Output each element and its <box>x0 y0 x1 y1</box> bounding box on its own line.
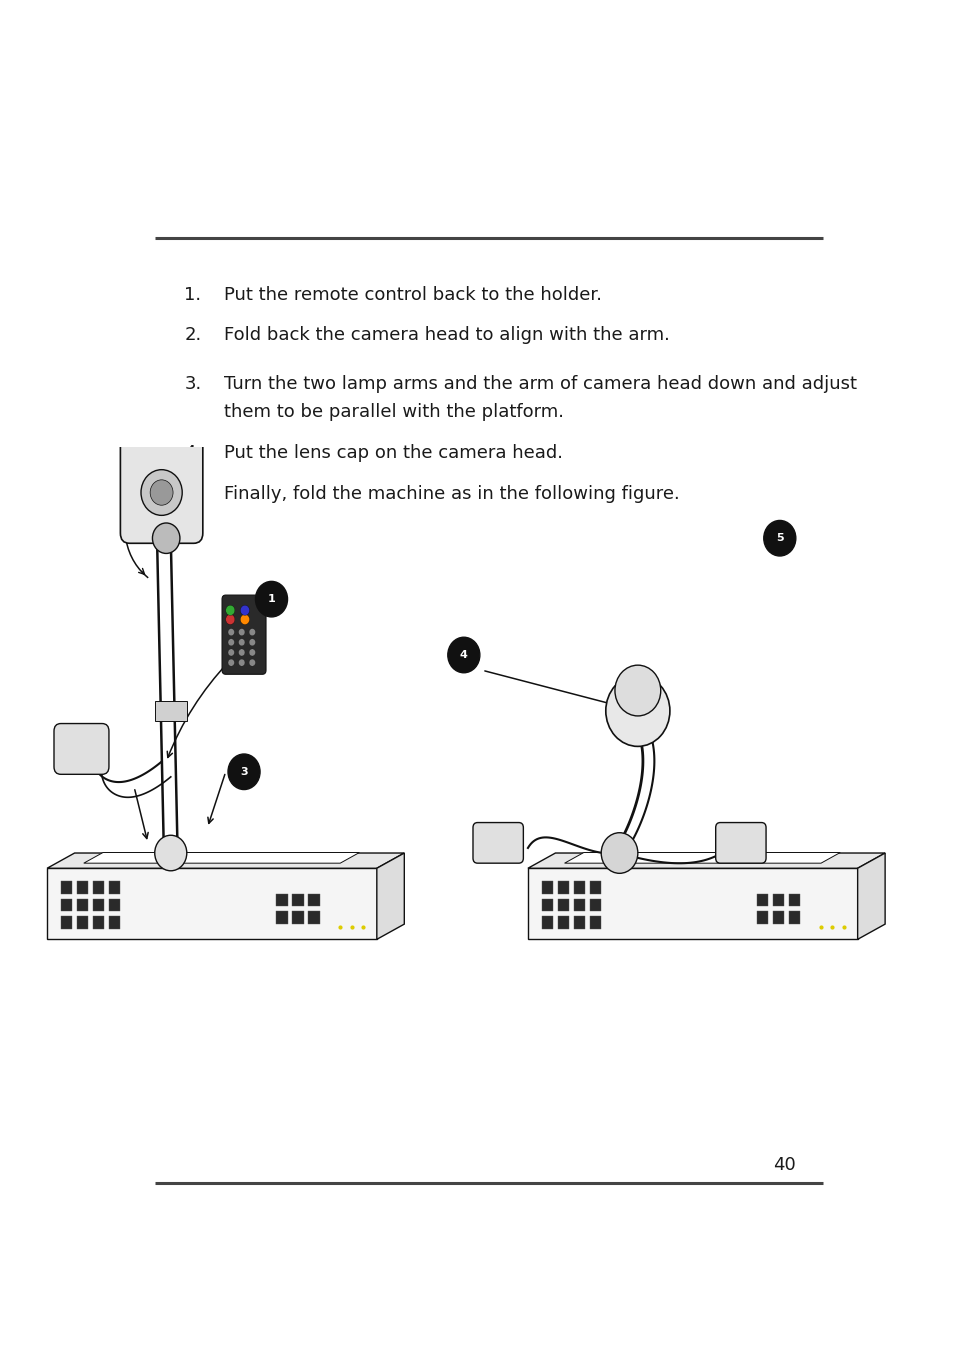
Text: them to be parallel with the platform.: them to be parallel with the platform. <box>224 403 563 421</box>
Circle shape <box>240 605 250 615</box>
Bar <box>292 911 303 923</box>
Circle shape <box>150 479 172 505</box>
Bar <box>756 911 767 923</box>
Bar <box>308 911 319 923</box>
Polygon shape <box>84 853 359 864</box>
Circle shape <box>238 649 245 657</box>
Circle shape <box>228 754 260 789</box>
Bar <box>77 899 89 911</box>
Text: Fold back the camera head to align with the arm.: Fold back the camera head to align with … <box>224 326 669 344</box>
Polygon shape <box>47 853 404 868</box>
Polygon shape <box>47 868 376 940</box>
Circle shape <box>238 639 245 646</box>
Text: 3: 3 <box>240 766 248 777</box>
Text: 3.: 3. <box>184 375 201 393</box>
Circle shape <box>228 659 234 666</box>
Bar <box>275 894 287 906</box>
Bar <box>77 917 89 929</box>
Text: 1: 1 <box>268 594 275 604</box>
Circle shape <box>226 615 234 624</box>
Circle shape <box>228 649 234 657</box>
Circle shape <box>154 835 187 871</box>
Circle shape <box>615 665 660 716</box>
Text: ’: ’ <box>149 512 152 523</box>
Bar <box>61 899 72 911</box>
Text: Turn the two lamp arms and the arm of camera head down and adjust: Turn the two lamp arms and the arm of ca… <box>224 375 857 393</box>
Circle shape <box>605 676 669 746</box>
Bar <box>154 701 187 720</box>
Polygon shape <box>527 868 857 940</box>
Bar <box>573 917 584 929</box>
Circle shape <box>154 409 187 444</box>
Circle shape <box>249 649 255 657</box>
Bar <box>788 911 800 923</box>
Text: Finally, fold the machine as in the following figure.: Finally, fold the machine as in the foll… <box>224 485 679 502</box>
Polygon shape <box>564 853 840 864</box>
FancyBboxPatch shape <box>473 823 523 864</box>
Text: 1.: 1. <box>184 286 201 303</box>
Bar <box>756 894 767 906</box>
Text: Put the lens cap on the camera head.: Put the lens cap on the camera head. <box>224 444 562 462</box>
Bar <box>772 894 783 906</box>
Bar <box>772 911 783 923</box>
Text: 40: 40 <box>772 1156 795 1174</box>
Circle shape <box>249 639 255 646</box>
Bar <box>92 881 104 894</box>
Circle shape <box>249 628 255 636</box>
Text: Put the remote control back to the holder.: Put the remote control back to the holde… <box>224 286 601 303</box>
Bar <box>61 881 72 894</box>
Circle shape <box>141 470 182 516</box>
Bar <box>109 899 120 911</box>
Bar <box>558 917 569 929</box>
Circle shape <box>152 523 180 554</box>
Text: 5.: 5. <box>184 485 201 502</box>
Bar <box>573 881 584 894</box>
Bar <box>109 881 120 894</box>
Bar <box>788 894 800 906</box>
Circle shape <box>238 659 245 666</box>
Bar <box>275 911 287 923</box>
Bar <box>541 917 553 929</box>
Bar <box>589 899 600 911</box>
Text: 2: 2 <box>167 421 174 432</box>
Circle shape <box>249 659 255 666</box>
Circle shape <box>226 605 234 615</box>
Circle shape <box>447 638 479 673</box>
Polygon shape <box>527 853 884 868</box>
Bar <box>541 881 553 894</box>
Text: 4.: 4. <box>184 444 201 462</box>
Bar <box>589 917 600 929</box>
Bar <box>292 894 303 906</box>
Polygon shape <box>857 853 884 940</box>
Bar <box>61 917 72 929</box>
FancyBboxPatch shape <box>120 432 203 543</box>
Circle shape <box>238 628 245 636</box>
Bar <box>308 894 319 906</box>
Bar <box>77 881 89 894</box>
Polygon shape <box>376 853 404 940</box>
Bar <box>92 899 104 911</box>
Circle shape <box>255 581 287 617</box>
Bar <box>109 917 120 929</box>
FancyBboxPatch shape <box>222 596 266 674</box>
Bar <box>558 899 569 911</box>
Bar <box>92 917 104 929</box>
Circle shape <box>228 628 234 636</box>
Bar <box>573 899 584 911</box>
Circle shape <box>600 833 638 873</box>
Circle shape <box>763 520 795 556</box>
Text: 4: 4 <box>459 650 467 659</box>
Circle shape <box>228 639 234 646</box>
Circle shape <box>240 615 250 624</box>
Text: 2.: 2. <box>184 326 201 344</box>
FancyBboxPatch shape <box>715 823 765 864</box>
FancyBboxPatch shape <box>54 723 109 774</box>
Bar <box>558 881 569 894</box>
Text: 5: 5 <box>775 533 782 543</box>
Bar <box>541 899 553 911</box>
Bar <box>589 881 600 894</box>
